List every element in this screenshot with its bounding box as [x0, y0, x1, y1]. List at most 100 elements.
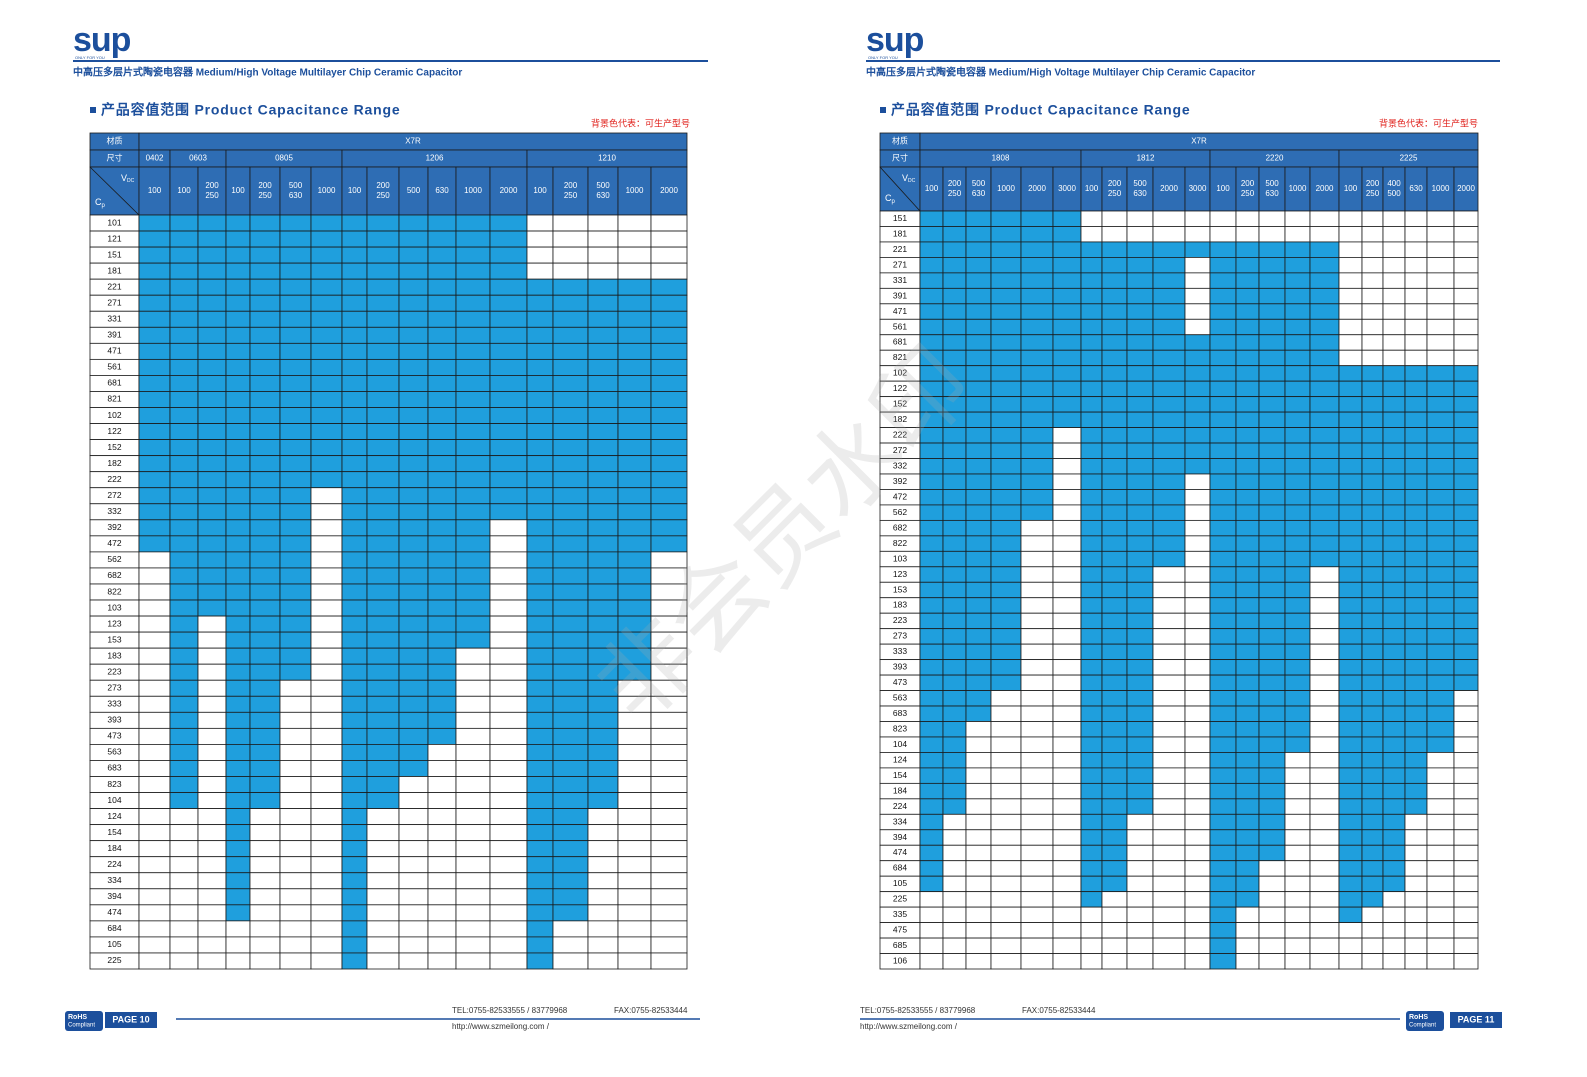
cell: [1080, 303, 1103, 320]
cell: [1209, 736, 1237, 753]
cell: [552, 952, 589, 970]
cell: [1382, 489, 1406, 506]
cell: [1338, 659, 1363, 676]
cell: [650, 840, 688, 858]
cell: [965, 891, 992, 908]
cell: [249, 214, 281, 232]
cell: [552, 262, 589, 280]
cell: [1361, 891, 1384, 908]
cell: [990, 504, 1022, 521]
cap-code: 183: [107, 650, 121, 660]
cell: [1080, 489, 1103, 506]
cell: [427, 679, 457, 697]
cell: [341, 358, 368, 376]
cell: [1309, 597, 1340, 614]
cell: [1284, 659, 1311, 676]
cell: [310, 888, 343, 906]
cell: [1258, 829, 1286, 846]
cell: [1152, 643, 1186, 661]
cap-code: 822: [893, 538, 907, 548]
cell: [587, 808, 619, 826]
cell: [587, 214, 619, 232]
cell: [341, 551, 368, 569]
cell: [1209, 411, 1237, 428]
cell: [1426, 396, 1455, 413]
cell: [1453, 597, 1479, 614]
cell: [225, 375, 251, 392]
cell: [1426, 705, 1455, 722]
cell: [279, 310, 312, 328]
vdc-sub: DC: [127, 178, 135, 184]
cell: [310, 262, 343, 280]
cell: [310, 744, 343, 761]
cell: [310, 326, 343, 344]
cell: [1404, 349, 1428, 367]
cell: [1052, 844, 1082, 862]
cell: [1101, 875, 1128, 893]
cell: [1184, 318, 1211, 336]
cell: [1404, 365, 1428, 382]
cell: [225, 503, 251, 521]
cell: [650, 744, 688, 761]
cell: [650, 375, 688, 392]
cell: [1052, 875, 1082, 893]
cell: [197, 230, 227, 248]
header-text: 1000: [1432, 184, 1450, 193]
cell: [1284, 535, 1311, 552]
cell: [455, 358, 491, 376]
cell: [942, 226, 967, 243]
cell: [197, 727, 227, 745]
cell: [587, 487, 619, 505]
cell: [919, 752, 944, 769]
cell: [1309, 287, 1340, 305]
cell: [489, 358, 528, 376]
cell: [455, 744, 491, 761]
cell: [310, 214, 343, 232]
cell: [526, 567, 554, 585]
cell: [1453, 906, 1479, 923]
cell: [1152, 891, 1186, 908]
cell: [398, 166, 429, 216]
cell: [225, 872, 251, 890]
cell: [990, 287, 1022, 305]
cell: [249, 808, 281, 826]
cell: [587, 423, 619, 440]
page-badge: [1450, 1012, 1502, 1028]
cell: [279, 535, 312, 553]
header-text: 0805: [275, 154, 293, 163]
cell: [1338, 674, 1363, 691]
cell: [1052, 690, 1082, 707]
cell: [1284, 287, 1311, 305]
cell: [279, 792, 312, 809]
cell: [990, 705, 1022, 722]
bullet: [880, 107, 886, 113]
cap-code: 182: [893, 414, 907, 424]
cell: [1209, 349, 1237, 367]
cell: [1152, 349, 1186, 367]
cell: [366, 583, 400, 601]
cell: [310, 760, 343, 777]
cell: [279, 631, 312, 649]
cell: [1020, 767, 1054, 784]
cell: [965, 721, 992, 738]
cell: [197, 503, 227, 521]
cell: [1361, 318, 1384, 336]
cell: [1361, 782, 1384, 800]
cell: [1361, 813, 1384, 831]
cell: [398, 407, 429, 424]
cap-code: 821: [893, 352, 907, 362]
cell: [1052, 813, 1082, 831]
cell: [427, 262, 457, 280]
cell: [1209, 721, 1237, 738]
cell: [1235, 380, 1260, 398]
cell: [279, 808, 312, 826]
cell: [1453, 829, 1479, 846]
cell: [1338, 597, 1363, 614]
cell: [1404, 937, 1428, 954]
cell: [455, 727, 491, 745]
cell: [1426, 504, 1455, 521]
cell: [366, 455, 400, 473]
cell: [1209, 813, 1237, 831]
cell: [489, 214, 528, 232]
cell: [398, 230, 429, 248]
